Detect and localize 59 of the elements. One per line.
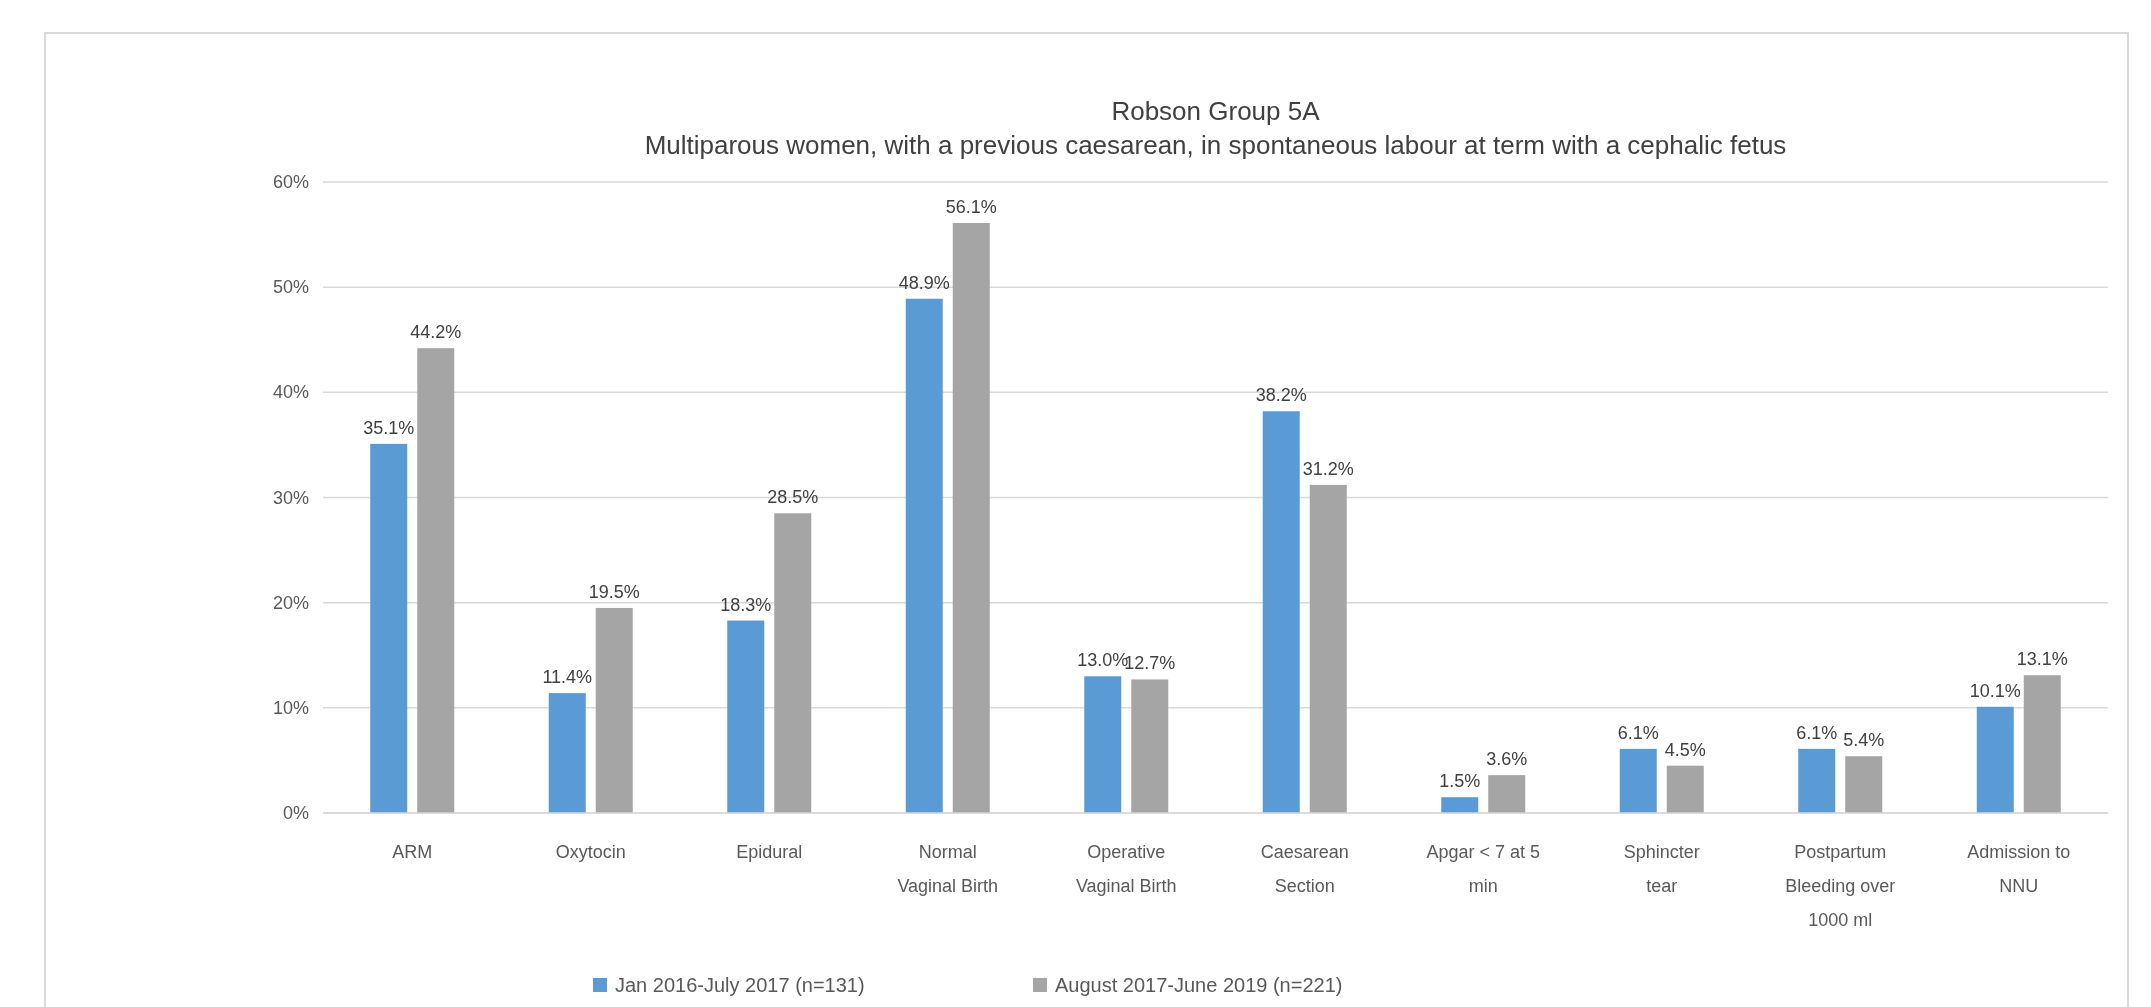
- data-label: 13.1%: [2016, 649, 2068, 670]
- data-label: 6.1%: [1617, 722, 1659, 743]
- data-label: 10.1%: [1969, 680, 2021, 701]
- bar: [1441, 797, 1479, 813]
- data-label: 5.4%: [1843, 730, 1885, 751]
- x-tick-label: Postpartum Bleeding over 1000 ml: [1785, 842, 1896, 930]
- data-label: 11.4%: [542, 667, 593, 688]
- data-label: 19.5%: [588, 581, 640, 602]
- bar: [1798, 748, 1836, 813]
- x-tick-label: Admission to NNU: [1967, 842, 2071, 896]
- x-tick-label: Epidural: [736, 842, 803, 862]
- bar: [1131, 679, 1169, 813]
- bar: [1619, 748, 1657, 813]
- data-label: 48.9%: [898, 272, 950, 293]
- bar: [417, 348, 455, 813]
- data-label: 4.5%: [1664, 739, 1706, 760]
- y-tick-label: 10%: [272, 697, 309, 718]
- bar: [595, 607, 633, 813]
- bar: [1845, 756, 1883, 813]
- bar: [774, 513, 812, 813]
- data-label: 28.5%: [767, 487, 819, 508]
- x-tick-label: Normal Vaginal Birth: [897, 842, 999, 896]
- x-tick-label: Sphincter tear: [1623, 842, 1700, 896]
- bar: [1488, 775, 1526, 813]
- bar: [727, 620, 765, 813]
- chart-subtitle: Multiparous women, with a previous caesarean, in spontaneous labour at term with a cephalic fetus: [644, 130, 1787, 160]
- y-tick-label: 0%: [282, 803, 309, 823]
- bar: [1666, 765, 1704, 813]
- y-tick-label: 60%: [272, 172, 309, 192]
- x-tick-label: Caesarean Section: [1260, 842, 1349, 896]
- data-label: 31.2%: [1302, 458, 1354, 479]
- y-tick-label: 40%: [272, 382, 309, 403]
- y-tick-label: 20%: [272, 592, 309, 613]
- bar: [1084, 676, 1122, 813]
- bar: [1976, 706, 2014, 813]
- x-tick-label: Oxytocin: [555, 842, 626, 862]
- x-tick-label: Apgar < 7 at 5 min: [1426, 842, 1541, 896]
- bar: [2023, 675, 2061, 813]
- bar: [548, 693, 586, 813]
- x-tick-label: ARM: [392, 842, 433, 862]
- bar: [1262, 411, 1300, 813]
- data-label: 1.5%: [1439, 771, 1481, 792]
- bar: [370, 443, 408, 813]
- bar: [905, 298, 943, 813]
- y-tick-label: 50%: [272, 277, 309, 298]
- bar: [952, 223, 990, 813]
- x-tick-label: Operative Vaginal Birth: [1075, 842, 1177, 896]
- legend-label: August 2017-June 2019 (n=221): [1055, 974, 1343, 996]
- data-label: 18.3%: [720, 594, 772, 615]
- data-label: 44.2%: [410, 322, 462, 343]
- data-label: 35.1%: [363, 417, 415, 438]
- bar: [1309, 484, 1347, 813]
- legend-label: Jan 2016-July 2017 (n=131): [615, 974, 865, 996]
- data-label: 56.1%: [945, 197, 997, 218]
- data-label: 3.6%: [1486, 749, 1528, 770]
- data-label: 6.1%: [1796, 722, 1838, 743]
- chart-title: Robson Group 5A: [1111, 96, 1321, 126]
- data-label: 38.2%: [1255, 385, 1307, 406]
- y-tick-label: 30%: [272, 487, 309, 508]
